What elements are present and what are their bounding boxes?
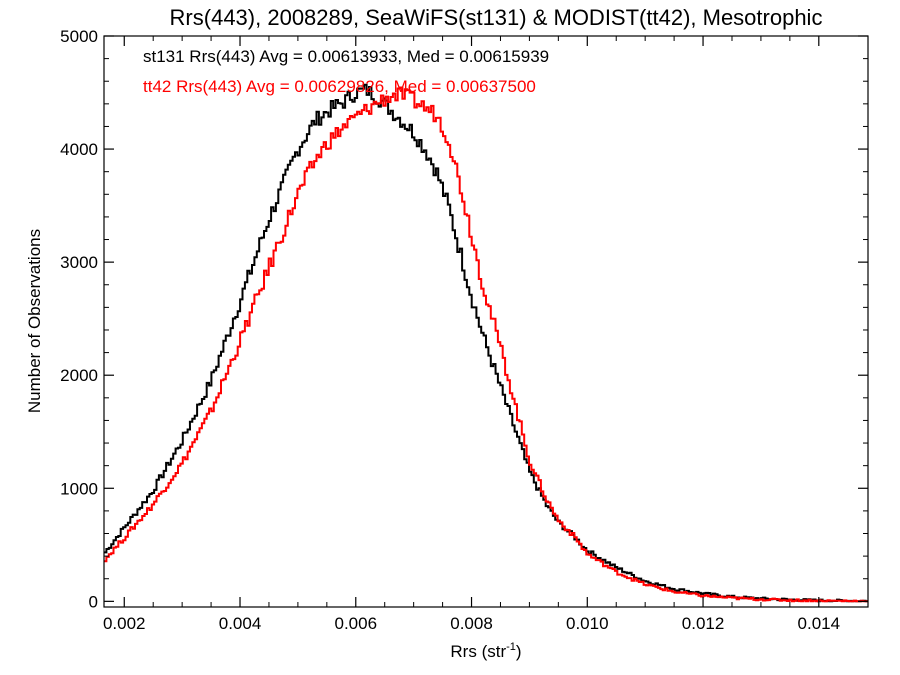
x-axis-label-close: )	[516, 642, 522, 661]
series-tt42-line	[104, 86, 868, 603]
y-tick-label: 2000	[60, 366, 98, 385]
y-tick-label: 5000	[60, 27, 98, 46]
y-tick-label: 0	[89, 592, 98, 611]
x-tick-label: 0.010	[566, 614, 609, 633]
x-axis-label-main: Rrs (str	[450, 642, 506, 661]
y-tick-label: 3000	[60, 253, 98, 272]
series-st131-line	[104, 83, 868, 603]
x-tick-label: 0.008	[450, 614, 493, 633]
legend-entry-tt42: tt42 Rrs(443) Avg = 0.00629826, Med = 0.…	[143, 77, 536, 96]
x-axis-label-superscript: -1	[506, 641, 516, 653]
x-tick-label: 0.006	[334, 614, 377, 633]
x-tick-label: 0.004	[219, 614, 262, 633]
x-axis-label: Rrs (str-1)	[450, 641, 521, 661]
series-layer	[104, 83, 868, 603]
x-tick-label: 0.002	[103, 614, 146, 633]
y-axis-label: Number of Observations	[25, 229, 44, 413]
legend-entry-st131: st131 Rrs(443) Avg = 0.00613933, Med = 0…	[143, 47, 549, 66]
x-tick-label: 0.014	[798, 614, 841, 633]
x-tick-label: 0.012	[682, 614, 725, 633]
ticks-layer: 0.002 0.004 0.006 0.008 0.010 0.012 0.014 0 1000…	[60, 27, 868, 633]
y-tick-label: 1000	[60, 479, 98, 498]
chart-title: Rrs(443), 2008289, SeaWiFS(st131) & MODI…	[170, 5, 823, 30]
y-tick-label: 4000	[60, 140, 98, 159]
plot-frame	[103, 35, 869, 608]
